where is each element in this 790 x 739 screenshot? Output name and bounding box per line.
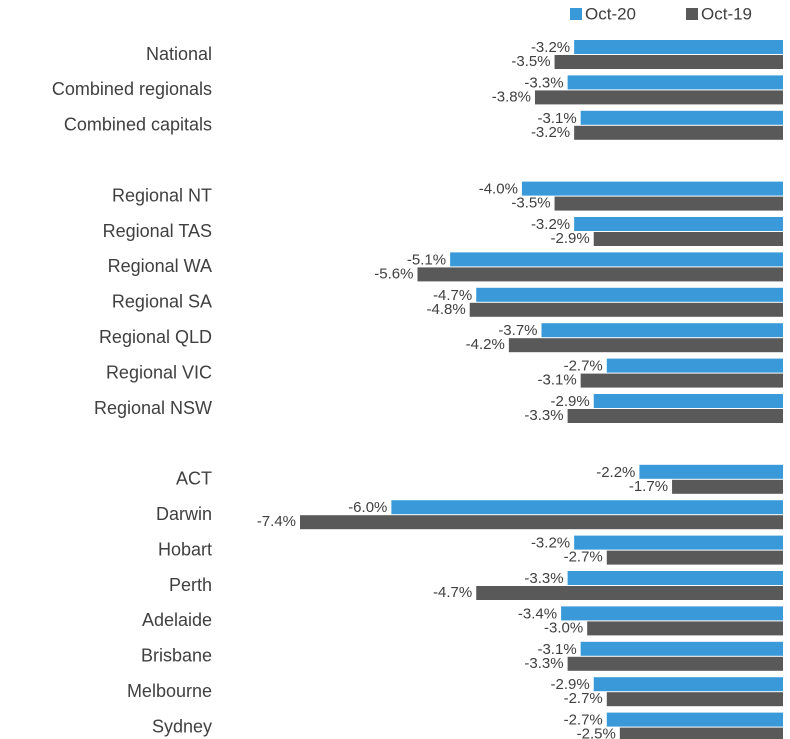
value-label: -2.9% (551, 230, 590, 247)
value-label: -2.2% (596, 464, 635, 481)
value-label: -4.7% (433, 584, 472, 601)
value-label: -5.1% (407, 251, 446, 268)
value-label: -2.7% (564, 690, 603, 707)
value-label: -3.2% (531, 39, 570, 56)
bar (593, 394, 783, 408)
category-label: Perth (169, 575, 212, 595)
bar (561, 606, 783, 621)
value-label: -3.0% (544, 619, 583, 636)
bar (606, 712, 783, 727)
legend-swatch (686, 8, 698, 20)
category-label: Regional NSW (94, 398, 212, 418)
bar (567, 409, 783, 423)
value-label: -4.2% (466, 336, 505, 353)
value-label: -3.5% (511, 195, 550, 212)
bar (606, 550, 783, 565)
bar (469, 302, 783, 317)
bar (574, 125, 783, 140)
category-label: Combined regionals (52, 79, 212, 99)
value-label: -2.5% (577, 726, 616, 739)
bar (508, 338, 783, 353)
bar (574, 535, 783, 550)
value-label: -6.0% (348, 499, 387, 516)
category-label: Regional VIC (106, 362, 212, 382)
value-label: -3.3% (524, 570, 563, 587)
value-label: -3.2% (531, 124, 570, 141)
bar (672, 479, 783, 494)
bar (541, 323, 783, 338)
value-label: -3.7% (498, 322, 537, 339)
bar (619, 727, 783, 739)
value-label: -5.6% (374, 265, 413, 282)
category-label: National (146, 44, 212, 64)
value-label: -3.3% (524, 407, 563, 424)
category-label: Sydney (152, 716, 212, 736)
value-label: -2.9% (551, 393, 590, 410)
value-label: -3.2% (531, 216, 570, 233)
category-label: Regional SA (112, 292, 212, 312)
value-label: -3.2% (531, 535, 570, 552)
value-label: -3.3% (524, 74, 563, 91)
bar (574, 217, 783, 231)
legend-swatch (570, 8, 582, 20)
category-label: Regional NT (112, 185, 212, 205)
category-label: Hobart (158, 539, 212, 559)
legend-label: Oct-20 (585, 4, 636, 23)
value-label: -2.7% (564, 358, 603, 375)
value-label: -3.4% (518, 605, 557, 622)
bar (476, 586, 783, 600)
bar (567, 571, 783, 585)
value-label: -7.4% (257, 513, 296, 530)
bar (606, 358, 783, 373)
value-label: -3.8% (492, 88, 531, 105)
value-label: -2.7% (564, 712, 603, 729)
value-label: -4.8% (427, 301, 466, 318)
bar (574, 40, 783, 54)
category-label: Adelaide (142, 610, 212, 630)
bar (300, 515, 783, 530)
value-label: -3.1% (537, 641, 576, 658)
bar (606, 692, 783, 707)
bar (593, 677, 783, 692)
value-label: -2.7% (564, 549, 603, 566)
value-label: -3.5% (511, 53, 550, 70)
value-label: -1.7% (629, 478, 668, 495)
bar (580, 641, 783, 656)
category-label: Darwin (156, 504, 212, 524)
value-label: -3.1% (537, 372, 576, 389)
value-label: -4.0% (479, 181, 518, 198)
bar (476, 287, 783, 302)
bar (567, 75, 783, 90)
category-label: Melbourne (127, 681, 212, 701)
category-label: Combined capitals (64, 115, 212, 135)
bar (580, 373, 783, 388)
category-label: Regional TAS (103, 221, 212, 241)
bar (567, 656, 783, 671)
value-label: -3.1% (537, 110, 576, 127)
bar (587, 621, 783, 636)
category-label: Brisbane (141, 646, 212, 666)
category-label: ACT (176, 469, 212, 489)
bar (450, 252, 783, 267)
bar (554, 196, 783, 211)
bar (417, 267, 783, 282)
legend-label: Oct-19 (701, 4, 752, 23)
bar (534, 90, 783, 105)
bar (521, 181, 783, 196)
value-label: -3.3% (524, 655, 563, 672)
bar (554, 55, 783, 69)
bar (639, 464, 783, 479)
value-label: -2.9% (551, 676, 590, 693)
value-label: -4.7% (433, 287, 472, 304)
category-label: Regional WA (108, 256, 212, 276)
bar (391, 500, 783, 515)
bar (580, 110, 783, 125)
bar (593, 232, 783, 246)
category-label: Regional QLD (99, 327, 212, 347)
